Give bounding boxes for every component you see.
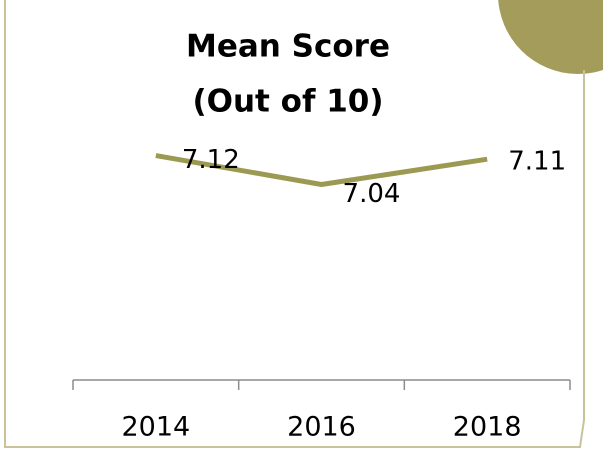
- data-label: 7.12: [182, 145, 240, 175]
- corner-decoration: [498, 0, 603, 74]
- x-tick-label: 2016: [287, 412, 356, 443]
- x-tick-label: 2014: [121, 412, 190, 443]
- chart-title: (Out of 10): [192, 84, 383, 120]
- data-label: 7.04: [343, 179, 401, 209]
- data-label: 7.11: [508, 147, 566, 177]
- line: [155, 153, 488, 188]
- x-tick-label: 2018: [453, 412, 522, 443]
- frame: [4, 0, 585, 448]
- chart-title: Mean Score: [186, 29, 390, 65]
